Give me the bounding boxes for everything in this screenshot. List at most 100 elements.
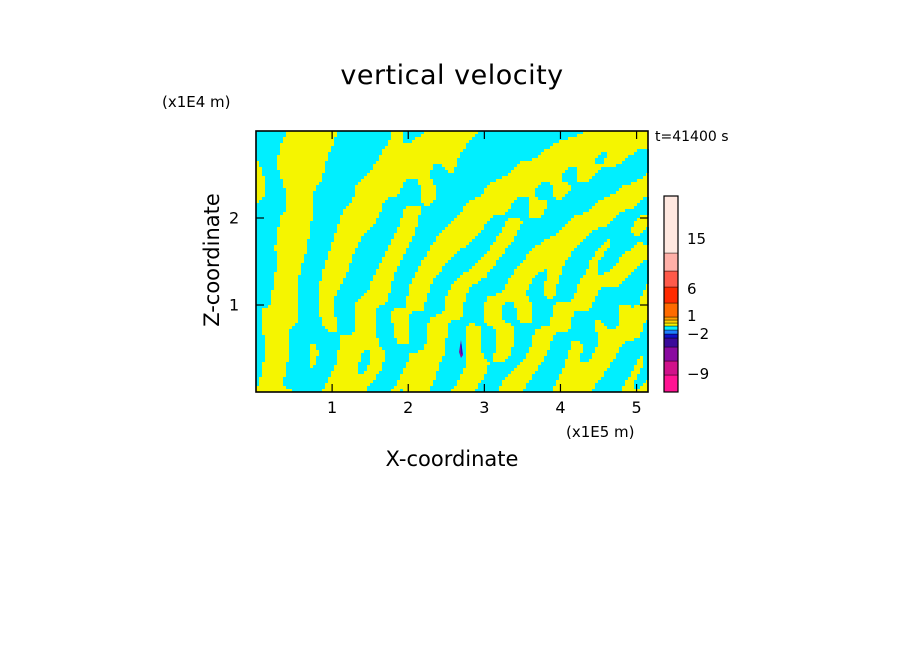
field-cell-negative <box>613 311 616 314</box>
field-cell-negative <box>358 131 361 134</box>
field-cell-negative <box>463 191 466 194</box>
field-cell-negative <box>316 299 319 302</box>
field-cell-negative <box>376 323 379 326</box>
field-cell-negative <box>418 263 421 266</box>
field-cell-negative <box>358 266 361 269</box>
field-cell-negative <box>400 305 403 308</box>
field-cell-negative <box>439 230 442 233</box>
field-cell-negative <box>604 182 607 185</box>
field-cell-negative <box>550 212 553 215</box>
field-cell-negative <box>256 287 259 290</box>
field-cell-negative <box>625 209 628 212</box>
field-cell-negative <box>535 230 538 233</box>
field-cell-negative <box>559 290 562 293</box>
field-cell-negative <box>358 179 361 182</box>
field-cell-negative <box>325 353 328 356</box>
field-cell-negative <box>538 281 541 284</box>
field-cell-negative <box>523 197 526 200</box>
field-cell-negative <box>328 206 331 209</box>
field-cell-negative <box>466 299 469 302</box>
field-cell-negative <box>580 194 583 197</box>
field-cell-negative <box>370 257 373 260</box>
field-cell-negative <box>499 158 502 161</box>
field-cell-negative <box>559 206 562 209</box>
field-cell-negative <box>322 179 325 182</box>
field-cell-negative <box>511 323 514 326</box>
field-cell-negative <box>379 215 382 218</box>
field-cell-negative <box>466 194 469 197</box>
field-cell-negative <box>352 290 355 293</box>
field-cell-negative <box>304 353 307 356</box>
field-cell-negative <box>556 227 559 230</box>
field-cell-negative <box>259 224 262 227</box>
field-cell-negative <box>334 158 337 161</box>
field-cell-negative <box>301 317 304 320</box>
field-cell-negative <box>535 224 538 227</box>
field-cell-negative <box>346 317 349 320</box>
field-cell-negative <box>340 134 343 137</box>
field-cell-negative <box>502 155 505 158</box>
field-cell-negative <box>622 221 625 224</box>
field-cell-negative <box>481 329 484 332</box>
field-cell-negative <box>595 197 598 200</box>
field-cell-negative <box>301 278 304 281</box>
field-cell-negative <box>334 164 337 167</box>
field-cell-negative <box>409 335 412 338</box>
field-cell-negative <box>298 332 301 335</box>
field-cell-negative <box>487 131 490 134</box>
field-cell-negative <box>328 248 331 251</box>
field-cell-negative <box>271 167 274 170</box>
field-cell-negative <box>568 272 571 275</box>
field-cell-negative <box>421 131 424 134</box>
field-cell-negative <box>577 248 580 251</box>
field-cell-negative <box>640 161 643 164</box>
field-cell-negative <box>343 197 346 200</box>
field-cell-negative <box>412 194 415 197</box>
field-cell-negative <box>274 149 277 152</box>
field-cell-negative <box>520 323 523 326</box>
field-cell-negative <box>256 317 259 320</box>
field-cell-negative <box>592 245 595 248</box>
field-cell-negative <box>322 254 325 257</box>
field-cell-negative <box>358 245 361 248</box>
field-cell-negative <box>268 257 271 260</box>
field-cell-negative <box>376 335 379 338</box>
field-cell-negative <box>298 302 301 305</box>
field-cell-negative <box>637 302 640 305</box>
field-cell-negative <box>523 326 526 329</box>
field-cell-negative <box>337 317 340 320</box>
field-cell-negative <box>613 218 616 221</box>
field-cell-negative <box>292 329 295 332</box>
field-cell-negative <box>307 311 310 314</box>
field-cell-negative <box>487 287 490 290</box>
field-cell-negative <box>307 320 310 323</box>
field-cell-negative <box>484 323 487 326</box>
field-cell-negative <box>460 320 463 323</box>
field-cell-negative <box>478 293 481 296</box>
field-cell-negative <box>502 218 505 221</box>
field-cell-negative <box>589 308 592 311</box>
field-cell-negative <box>643 350 646 353</box>
field-cell-negative <box>280 197 283 200</box>
field-cell-negative <box>496 167 499 170</box>
field-cell-negative <box>484 233 487 236</box>
field-cell-negative <box>277 188 280 191</box>
field-cell-negative <box>376 143 379 146</box>
field-cell-negative <box>271 215 274 218</box>
field-cell-negative <box>373 260 376 263</box>
field-cell-negative <box>262 149 265 152</box>
field-cell-negative <box>457 344 460 347</box>
field-cell-negative <box>619 167 622 170</box>
field-cell-negative <box>514 137 517 140</box>
field-cell-negative <box>262 173 265 176</box>
field-cell-negative <box>445 203 448 206</box>
field-cell-negative <box>409 242 412 245</box>
field-cell-negative <box>412 134 415 137</box>
field-cell-negative <box>613 170 616 173</box>
field-cell-negative <box>541 227 544 230</box>
field-cell-negative <box>583 257 586 260</box>
field-cell-negative <box>592 326 595 329</box>
field-cell-negative <box>613 176 616 179</box>
field-cell-negative <box>388 242 391 245</box>
field-cell-negative <box>487 176 490 179</box>
